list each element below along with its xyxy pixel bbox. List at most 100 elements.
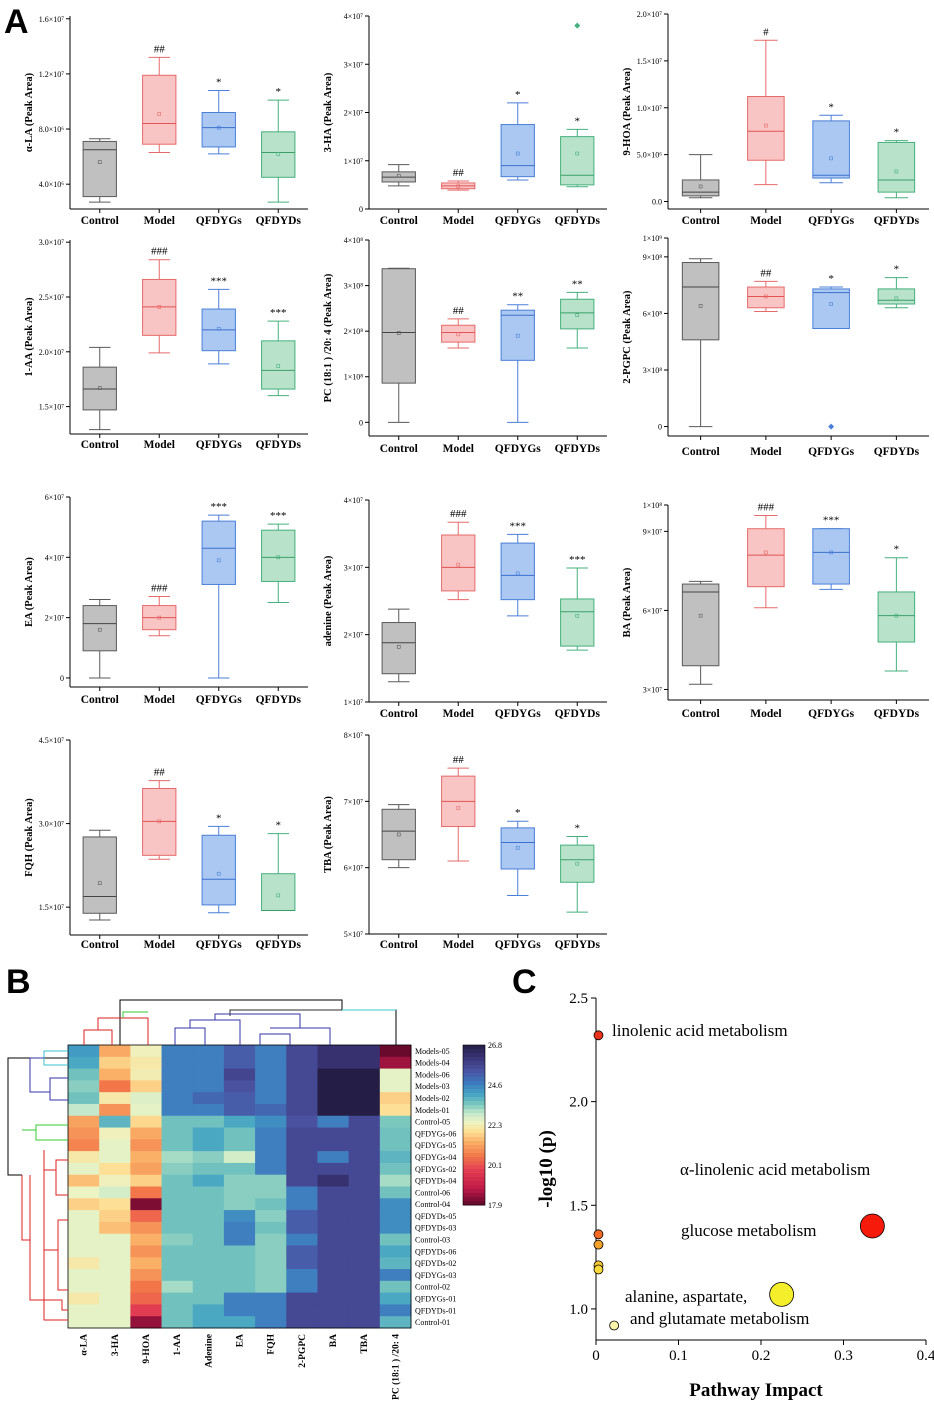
heatmap-cell	[317, 1210, 350, 1223]
heatmap-column-label: Adenine	[204, 1334, 214, 1368]
significance-mark: *	[828, 273, 834, 285]
heatmap-cell	[317, 1151, 350, 1164]
boxplot-4: 1.5×10⁷ 2.0×10⁷ 2.5×10⁷ 3.0×10⁷ 1-AA (Peak A…	[24, 238, 308, 451]
box-iqr	[560, 844, 595, 883]
heatmap-cell	[286, 1257, 318, 1270]
heatmap-cell	[68, 1174, 100, 1187]
significance-mark: ###	[151, 246, 168, 258]
heatmap-cell	[379, 1304, 412, 1317]
y-tick-label: 1×10⁸	[344, 373, 364, 382]
box-mean	[764, 294, 768, 299]
heatmap-row-label: Models-02	[415, 1094, 450, 1103]
heatmap-cell	[130, 1151, 163, 1164]
x-tick-label: QFDYDs	[555, 215, 601, 227]
y-tick-label: 1.5×10⁷	[39, 903, 65, 912]
panel-label-a: A	[4, 3, 29, 41]
x-tick-label: QFDYGs	[196, 215, 243, 227]
x-tick-label: Model	[443, 939, 474, 951]
heatmap-cell	[99, 1045, 131, 1058]
heatmap-cell	[379, 1162, 412, 1176]
heatmap-cell	[223, 1210, 256, 1223]
colorbar-segment	[463, 1161, 485, 1166]
y-tick-label: 4×10⁸	[344, 236, 364, 245]
heatmap-cell	[348, 1221, 381, 1235]
boxplot-11: 5×10⁷ 6×10⁷ 7×10⁷ 8×10⁷ TBA (Peak Area) Contr…	[323, 731, 607, 951]
colorbar-tick-label: 20.1	[488, 1161, 502, 1170]
heatmap-cell	[379, 1045, 412, 1058]
heatmap-column-label: EA	[236, 1334, 246, 1347]
heatmap-cell	[348, 1292, 381, 1305]
heatmap-cell	[130, 1280, 163, 1294]
heatmap-cell	[192, 1198, 225, 1211]
colorbar-segment	[463, 1121, 485, 1126]
heatmap-cell	[348, 1316, 381, 1329]
colorbar-segment	[463, 1181, 485, 1186]
box-mean	[97, 881, 102, 885]
y-tick-label: 4×10⁷	[344, 12, 364, 21]
x-tick-label: 0.3	[834, 1348, 853, 1364]
heatmap-cell	[379, 1103, 412, 1117]
colorbar-segment	[463, 1153, 485, 1158]
x-tick-label: 0.4	[917, 1348, 934, 1364]
heatmap-cell	[223, 1280, 256, 1294]
significance-mark: ***	[270, 510, 287, 522]
colorbar-segment	[463, 1185, 485, 1190]
panel-label-b: B	[6, 963, 31, 1001]
colorbar-segment	[463, 1081, 485, 1086]
y-tick-label: 3.0×10⁷	[39, 820, 65, 829]
heatmap-cell	[99, 1221, 131, 1235]
heatmap-cell	[255, 1127, 287, 1140]
heatmap-cell	[317, 1127, 350, 1140]
box-iqr	[500, 827, 535, 870]
heatmap-cell	[99, 1174, 131, 1187]
heatmap-cell	[286, 1221, 318, 1235]
pathway-label: glucose metabolism	[681, 1221, 817, 1240]
heatmap-cell	[348, 1174, 381, 1187]
heatmap-cell	[223, 1316, 256, 1329]
pathway-scatter: 0 0.1 0.2 0.3 0.4 1.0 1.5 2.0 2.5 Pathway Impact -…	[536, 991, 934, 1401]
heatmap-column-label: α-LA	[80, 1334, 90, 1356]
y-tick-label: 5×10⁷	[344, 930, 364, 939]
heatmap-cell	[379, 1080, 412, 1093]
heatmap-cell	[192, 1316, 225, 1329]
heatmap-cell	[223, 1186, 256, 1199]
heatmap-cell	[255, 1068, 287, 1081]
heatmap-cell	[223, 1269, 256, 1282]
heatmap-cell	[99, 1139, 131, 1152]
heatmap-cell	[317, 1304, 350, 1317]
heatmap-column-label: BA	[329, 1334, 339, 1347]
x-tick-label: Model	[443, 708, 474, 720]
y-axis-label: 2-PGPC (Peak Area)	[622, 290, 633, 384]
x-tick-label: QFDYGs	[495, 708, 542, 720]
y-tick-label: 4.0×10⁶	[39, 180, 65, 189]
y-tick-label: 0	[658, 423, 662, 432]
pathway-point	[593, 1229, 604, 1240]
heatmap-cell	[130, 1269, 163, 1282]
heatmap-cell	[130, 1103, 163, 1117]
heatmap-cell	[99, 1186, 131, 1199]
heatmap-cell	[223, 1233, 256, 1246]
y-axis-label: adenine (Peak Area)	[323, 555, 334, 646]
heatmap-cell	[255, 1139, 287, 1152]
heatmap-cell	[161, 1210, 194, 1223]
heatmap-cell	[130, 1045, 163, 1058]
x-tick-label: Control	[380, 939, 418, 951]
significance-mark: ***	[211, 275, 228, 287]
heatmap-row-label: Models-06	[415, 1070, 450, 1079]
heatmap-cell	[68, 1304, 100, 1317]
y-tick-label: 3×10⁷	[344, 60, 364, 69]
x-tick-label: QFDYDs	[256, 939, 302, 951]
x-tick-label: Control	[380, 708, 418, 720]
pathway-point	[593, 1264, 604, 1275]
y-tick-label: 6×10⁷	[344, 864, 364, 873]
colorbar-segment	[463, 1097, 485, 1102]
x-tick-label: Model	[750, 708, 781, 720]
heatmap-cell	[161, 1257, 194, 1270]
heatmap-cell	[348, 1151, 381, 1164]
heatmap-cell	[255, 1151, 287, 1164]
heatmap-cell	[379, 1151, 412, 1164]
box-iqr	[681, 583, 720, 667]
significance-mark: ***	[211, 501, 228, 513]
heatmap-cell	[348, 1092, 381, 1105]
x-tick-label: QFDYDs	[555, 443, 601, 455]
